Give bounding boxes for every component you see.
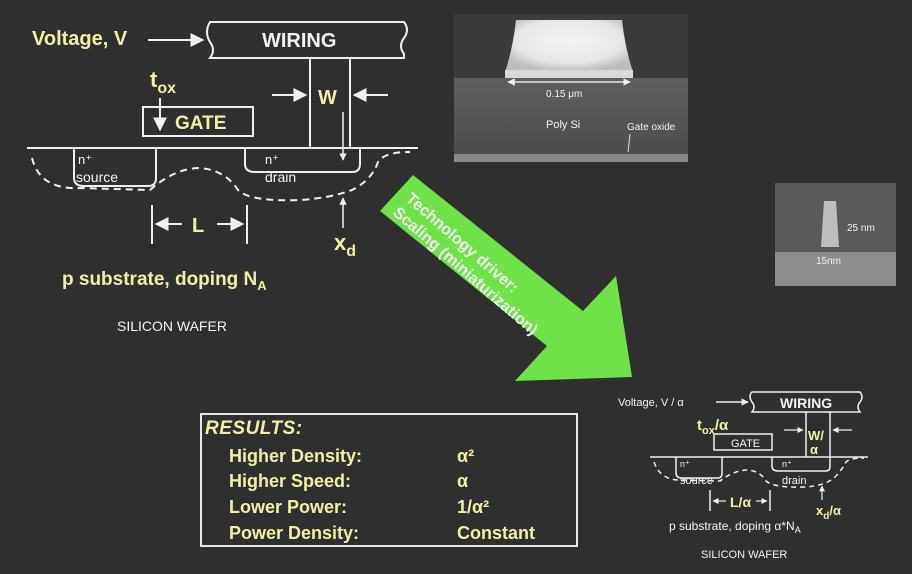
small-source-n: n⁺ bbox=[680, 459, 690, 469]
small-tox-label: tox/α bbox=[697, 417, 729, 437]
results-value: 1/α² bbox=[457, 497, 490, 517]
tem-micrograph-small: 25 nm 15nm bbox=[775, 183, 896, 286]
small-xd-label: xd/α bbox=[816, 503, 841, 522]
small-l-label: L/α bbox=[730, 494, 751, 510]
big-source-label: source bbox=[76, 169, 118, 185]
results-label: Higher Density: bbox=[229, 446, 363, 466]
results-box: RESULTS: Higher Density: α² Higher Speed… bbox=[200, 413, 578, 547]
results-label: Lower Power: bbox=[229, 497, 348, 517]
small-wiring-label: WIRING bbox=[780, 395, 832, 411]
big-wafer-label: SILICON WAFER bbox=[117, 318, 227, 334]
small-drain-n: n⁺ bbox=[782, 459, 792, 469]
results-label: Higher Speed: bbox=[229, 471, 352, 491]
results-row-power: Lower Power: 1/α² bbox=[229, 497, 569, 521]
big-drain-n: n⁺ bbox=[265, 152, 279, 167]
results-label: Power Density: bbox=[229, 523, 360, 543]
scaling-arrow: Technology driver: Scaling (miniaturizat… bbox=[380, 175, 632, 381]
results-row-power-density: Power Density: Constant bbox=[229, 523, 569, 547]
small-source-label: source bbox=[680, 475, 713, 487]
big-w-label: W bbox=[318, 87, 337, 109]
small-w-label: W/α bbox=[808, 428, 824, 457]
small-drain-label: drain bbox=[782, 475, 806, 487]
micrograph-small-15nm: 15nm bbox=[816, 256, 841, 267]
green-arrow-shape bbox=[380, 175, 632, 381]
results-row-speed: Higher Speed: α bbox=[229, 471, 569, 495]
big-wiring-label: WIRING bbox=[262, 30, 336, 52]
small-gate-label: GATE bbox=[731, 438, 760, 450]
micrograph-oxide-label: Gate oxide bbox=[627, 122, 676, 133]
big-source-well bbox=[73, 148, 157, 187]
small-wafer-label: SILICON WAFER bbox=[701, 549, 787, 561]
big-substrate-label: p substrate, doping NA bbox=[62, 269, 267, 293]
small-wiring-box bbox=[749, 391, 863, 413]
results-row-density: Higher Density: α² bbox=[229, 446, 569, 470]
micrograph-poly-label: Poly Si bbox=[546, 119, 580, 131]
micrograph-small-25nm: 25 nm bbox=[847, 223, 875, 234]
small-substrate-label: p substrate, doping α*NA bbox=[669, 519, 801, 535]
big-drain-label: drain bbox=[265, 169, 296, 185]
results-value: α bbox=[457, 471, 469, 491]
big-l-label: L bbox=[192, 215, 204, 237]
micrograph-gate-bulb bbox=[505, 20, 633, 72]
small-voltage-label: Voltage, V / α bbox=[618, 397, 684, 409]
micrograph-small-gate bbox=[821, 201, 839, 247]
small-gate-box bbox=[713, 433, 773, 451]
results-value: Constant bbox=[457, 523, 535, 543]
results-title: RESULTS: bbox=[205, 418, 303, 439]
big-gate-label: GATE bbox=[175, 113, 226, 134]
micrograph-scale-label: 0.15 μm bbox=[546, 89, 582, 100]
big-drain-well bbox=[244, 148, 361, 173]
big-tox-label: tox bbox=[150, 67, 176, 97]
tem-micrograph-large: 0.15 μm Poly Si Gate oxide bbox=[454, 14, 688, 162]
big-voltage-label: Voltage, V bbox=[32, 28, 128, 50]
big-gate-box bbox=[142, 106, 254, 137]
big-wiring-box bbox=[206, 21, 408, 59]
results-value: α² bbox=[457, 446, 475, 466]
big-source-n: n⁺ bbox=[78, 152, 92, 167]
big-depletion-boundary bbox=[31, 151, 411, 202]
big-xd-label: xd bbox=[334, 230, 356, 260]
big-mosfet-diagram: Voltage, V WIRING W tox GATE n⁺ source n… bbox=[27, 21, 418, 334]
small-mosfet-diagram: Voltage, V / α WIRING W/α tox/α GATE n⁺ … bbox=[618, 391, 868, 561]
